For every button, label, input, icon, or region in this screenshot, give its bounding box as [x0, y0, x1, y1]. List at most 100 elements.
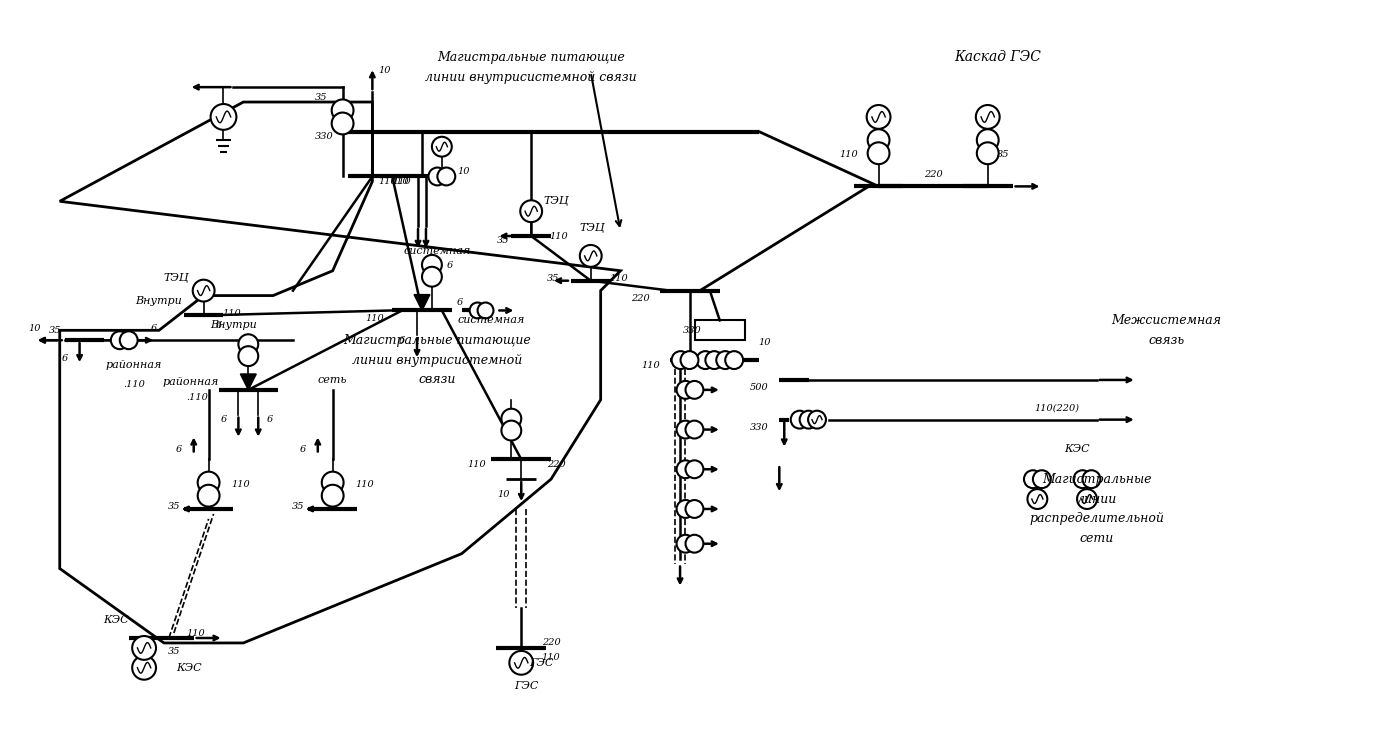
Circle shape [976, 105, 999, 129]
Text: 35: 35 [497, 237, 509, 246]
Text: 6: 6 [151, 324, 157, 333]
Circle shape [332, 100, 354, 121]
Text: 220: 220 [923, 170, 943, 179]
Text: линии: линии [1077, 493, 1117, 505]
Circle shape [132, 656, 155, 680]
Text: 35: 35 [48, 326, 61, 335]
Text: сети: сети [1080, 532, 1115, 545]
Text: 110: 110 [186, 629, 205, 638]
Text: 35: 35 [996, 150, 1009, 159]
Circle shape [422, 255, 442, 275]
Circle shape [501, 420, 522, 440]
Text: районная: районная [162, 377, 219, 387]
Circle shape [685, 420, 703, 438]
Circle shape [677, 535, 695, 553]
Circle shape [120, 331, 138, 349]
Circle shape [322, 485, 344, 507]
Circle shape [1024, 470, 1042, 488]
Text: 10: 10 [29, 324, 41, 333]
Text: 35: 35 [292, 502, 304, 511]
Text: .110: .110 [124, 380, 144, 389]
Text: связь: связь [1149, 334, 1185, 347]
Circle shape [469, 303, 486, 318]
Text: 500: 500 [750, 383, 769, 392]
Text: ГЭС: ГЭС [528, 658, 553, 668]
Text: 110: 110 [839, 150, 859, 159]
Circle shape [706, 351, 724, 369]
Text: системная: системная [403, 246, 471, 256]
Circle shape [867, 105, 890, 129]
Text: 6: 6 [220, 415, 227, 424]
Text: 6: 6 [300, 445, 305, 454]
Circle shape [520, 200, 542, 222]
Circle shape [868, 129, 889, 151]
Circle shape [198, 485, 220, 507]
Circle shape [238, 346, 259, 366]
Circle shape [808, 411, 826, 429]
Text: Магистральные: Магистральные [1042, 472, 1152, 486]
Text: Каскад ГЭС: Каскад ГЭС [954, 51, 1042, 65]
Circle shape [977, 129, 999, 151]
Circle shape [438, 167, 455, 185]
Circle shape [1083, 470, 1101, 488]
Text: 110: 110 [542, 653, 560, 662]
Text: 110: 110 [355, 480, 374, 489]
Text: 10: 10 [758, 338, 771, 347]
Text: районная: районная [106, 360, 162, 370]
Text: 10: 10 [497, 490, 509, 498]
Text: КЭС: КЭС [1064, 444, 1090, 455]
Text: сеть: сеть [318, 375, 347, 385]
Polygon shape [241, 374, 256, 390]
Text: 220: 220 [546, 460, 566, 469]
Circle shape [685, 500, 703, 518]
Text: 35: 35 [546, 275, 559, 283]
Circle shape [977, 142, 999, 164]
Circle shape [681, 351, 699, 369]
Text: 6: 6 [399, 336, 406, 344]
Circle shape [509, 651, 533, 675]
Circle shape [432, 137, 451, 157]
Circle shape [211, 104, 237, 129]
Text: КЭС: КЭС [176, 663, 201, 673]
Circle shape [501, 408, 522, 429]
Circle shape [1073, 470, 1091, 488]
Circle shape [198, 472, 220, 493]
Text: линии внутрисистемной связи: линии внутрисистемной связи [425, 71, 637, 84]
Text: 110: 110 [549, 231, 568, 240]
Text: 330: 330 [750, 423, 769, 432]
Circle shape [677, 461, 695, 478]
Text: 6: 6 [176, 445, 182, 454]
Text: 220: 220 [632, 294, 649, 303]
Circle shape [677, 500, 695, 518]
Text: ГЭС: ГЭС [515, 681, 538, 690]
Circle shape [332, 112, 354, 135]
Circle shape [1033, 470, 1051, 488]
Text: 110: 110 [391, 177, 410, 186]
Circle shape [671, 351, 689, 369]
Circle shape [799, 411, 817, 429]
Circle shape [111, 331, 129, 349]
Text: Внутри: Внутри [136, 295, 183, 306]
Text: 6: 6 [216, 321, 222, 330]
Circle shape [677, 420, 695, 438]
Text: 35: 35 [168, 502, 180, 511]
Circle shape [132, 636, 155, 660]
Circle shape [238, 334, 259, 354]
Text: 110: 110 [222, 309, 241, 318]
Polygon shape [414, 295, 429, 310]
Circle shape [477, 303, 494, 318]
Circle shape [1077, 489, 1097, 509]
Text: связи: связи [418, 373, 455, 386]
Text: Магистральные питающие: Магистральные питающие [343, 334, 531, 347]
Text: ТЭЦ: ТЭЦ [162, 273, 189, 283]
Text: ТЭЦ: ТЭЦ [579, 223, 605, 233]
Circle shape [791, 411, 809, 429]
Text: 110(220): 110(220) [1035, 403, 1080, 412]
Text: 110: 110 [231, 480, 249, 489]
Circle shape [322, 472, 344, 493]
Circle shape [428, 167, 446, 185]
Text: 110: 110 [468, 460, 486, 469]
Text: Магистральные питающие: Магистральные питающие [438, 51, 625, 64]
Text: 110: 110 [641, 361, 659, 370]
Text: 330: 330 [315, 132, 334, 141]
